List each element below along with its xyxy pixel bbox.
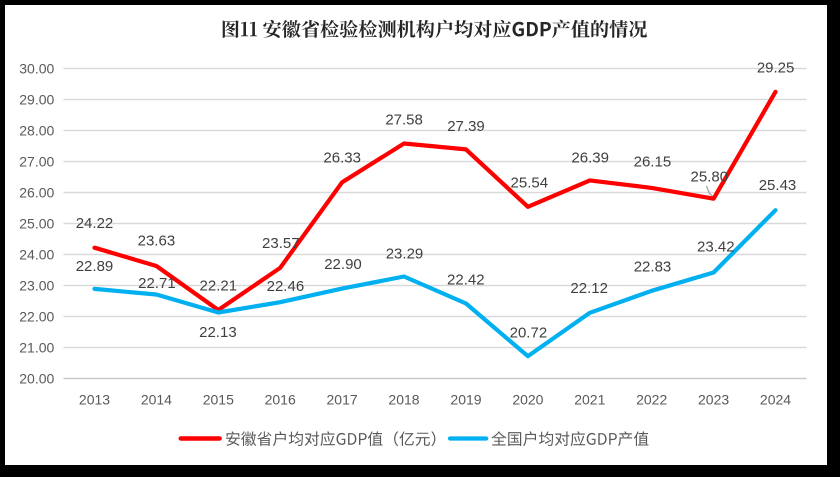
svg-text:26.00: 26.00 bbox=[19, 185, 54, 201]
svg-text:2021: 2021 bbox=[574, 392, 605, 408]
svg-text:22.46: 22.46 bbox=[267, 278, 305, 295]
svg-text:21.00: 21.00 bbox=[19, 340, 54, 356]
svg-text:22.89: 22.89 bbox=[76, 258, 114, 275]
svg-text:23.29: 23.29 bbox=[386, 245, 424, 262]
svg-text:24.00: 24.00 bbox=[19, 247, 54, 263]
svg-text:25.43: 25.43 bbox=[759, 177, 797, 194]
svg-text:25.54: 25.54 bbox=[511, 174, 549, 191]
svg-text:2015: 2015 bbox=[203, 392, 234, 408]
svg-text:2018: 2018 bbox=[388, 392, 419, 408]
svg-text:20.00: 20.00 bbox=[19, 371, 54, 387]
svg-text:27.00: 27.00 bbox=[19, 154, 54, 170]
svg-text:23.57: 23.57 bbox=[262, 235, 300, 252]
svg-text:22.90: 22.90 bbox=[324, 256, 362, 273]
svg-text:23.42: 23.42 bbox=[697, 239, 735, 256]
svg-text:23.63: 23.63 bbox=[138, 233, 176, 250]
svg-text:2024: 2024 bbox=[760, 392, 791, 408]
svg-text:22.13: 22.13 bbox=[199, 324, 237, 341]
svg-text:25.00: 25.00 bbox=[19, 216, 54, 232]
svg-text:27.39: 27.39 bbox=[447, 118, 485, 135]
svg-text:22.12: 22.12 bbox=[570, 280, 608, 297]
svg-text:2019: 2019 bbox=[450, 392, 481, 408]
svg-text:28.00: 28.00 bbox=[19, 123, 54, 139]
svg-text:2014: 2014 bbox=[141, 392, 172, 408]
svg-text:2016: 2016 bbox=[265, 392, 296, 408]
svg-text:26.15: 26.15 bbox=[634, 154, 672, 171]
svg-text:24.22: 24.22 bbox=[76, 215, 114, 232]
svg-text:26.39: 26.39 bbox=[571, 150, 609, 167]
svg-text:26.33: 26.33 bbox=[323, 150, 361, 167]
svg-text:22.42: 22.42 bbox=[447, 272, 485, 289]
svg-text:22.71: 22.71 bbox=[138, 275, 176, 292]
svg-text:2013: 2013 bbox=[79, 392, 110, 408]
svg-text:2023: 2023 bbox=[698, 392, 729, 408]
svg-text:27.58: 27.58 bbox=[385, 111, 423, 128]
svg-text:29.25: 29.25 bbox=[757, 60, 795, 77]
svg-text:20.72: 20.72 bbox=[510, 325, 548, 342]
svg-text:2020: 2020 bbox=[512, 392, 543, 408]
svg-text:25.80: 25.80 bbox=[691, 169, 729, 186]
svg-text:29.00: 29.00 bbox=[19, 92, 54, 108]
svg-text:22.83: 22.83 bbox=[634, 258, 672, 275]
svg-text:2022: 2022 bbox=[636, 392, 667, 408]
svg-text:22.21: 22.21 bbox=[200, 278, 238, 295]
svg-text:23.00: 23.00 bbox=[19, 278, 54, 294]
svg-text:22.00: 22.00 bbox=[19, 309, 54, 325]
svg-text:2017: 2017 bbox=[327, 392, 358, 408]
svg-text:30.00: 30.00 bbox=[19, 61, 54, 77]
